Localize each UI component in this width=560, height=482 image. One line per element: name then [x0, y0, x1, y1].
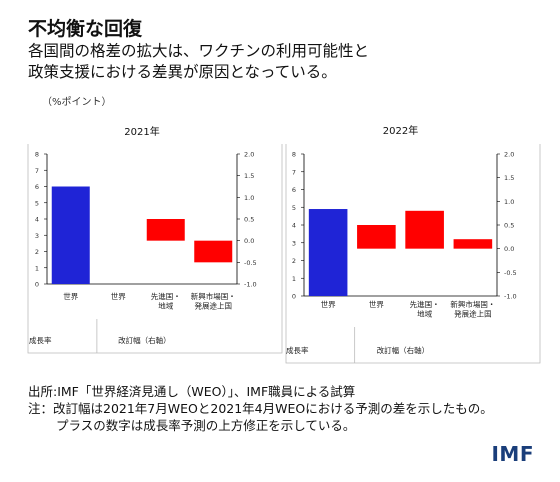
chart-1-category-label: 新興市場国・発展途上国: [191, 291, 236, 311]
note-text: 注：改訂幅は2021年7月WEOと2021年4月WEOにおける予測の差を示したも…: [28, 401, 493, 416]
chart-2-group-label-growth: 成長率: [286, 345, 309, 355]
chart-2-left-tick-label: 3: [292, 239, 296, 247]
unit-label: （%ポイント）: [42, 97, 112, 108]
chart-1-left-tick-label: 8: [35, 151, 39, 159]
chart-1-category-line: 世界: [63, 291, 78, 301]
chart-1-left-tick-label: 5: [35, 199, 39, 207]
chart-1-growth-bar: [51, 186, 90, 284]
chart-1-right-tick-label: 1.5: [244, 172, 254, 180]
chart-2-category-line: 世界: [321, 299, 336, 309]
chart-2-left-tick-label: 8: [292, 151, 296, 159]
chart-2-left-tick-label: 2: [292, 257, 296, 265]
chart-2-category-label: 先進国・地域: [410, 299, 440, 319]
chart-2-left-tick-label: 5: [292, 204, 296, 212]
chart-2-right-tick-label: 2.0: [504, 151, 514, 159]
chart-2-revision-bar: [357, 225, 396, 249]
chart-2-category-label: 新興市場国・発展途上国: [450, 299, 495, 319]
chart-1-category-line: 発展途上国: [195, 301, 233, 311]
chart-2-right-tick-label: 1.5: [504, 174, 514, 182]
chart-2-category-label: 世界: [369, 299, 384, 309]
chart-1-right-tick-label: 1.0: [244, 194, 254, 202]
chart-1-revision-bar: [146, 219, 185, 241]
chart-1-revision-bar: [194, 240, 233, 263]
subtitle-line-2: 政策支援における差異が原因となっている。: [28, 63, 337, 81]
chart-1-right-tick-label: -0.5: [244, 259, 257, 267]
chart-1-category-line: 地域: [158, 301, 173, 311]
chart-2-category-line: 発展途上国: [454, 309, 492, 319]
chart-1-category-label: 世界: [63, 291, 78, 301]
chart-1-group-label-growth: 成長率: [29, 335, 52, 345]
chart-1-group-label-revision: 改訂幅（右軸）: [118, 335, 171, 345]
subtitle-line-1: 各国間の格差の拡大は、ワクチンの利用可能性と: [28, 42, 370, 60]
chart-2-right-tick-label: 1.0: [504, 198, 514, 206]
chart-2-category-line: 世界: [369, 299, 384, 309]
chart-1-category-line: 先進国・: [151, 291, 181, 301]
chart-2-right-tick-label: 0.5: [504, 222, 514, 230]
chart-2-right-tick-label: 0.0: [504, 245, 514, 253]
chart-1-category-label: 先進国・地域: [151, 291, 181, 311]
chart-2-left-tick-label: 6: [292, 186, 296, 194]
charts-area: 2021年012345678 2.01.51.00.50.0-0.5-1.0世界世…: [27, 124, 541, 364]
chart-1-left-tick-label: 0: [35, 281, 39, 289]
chart-2-group-label-revision: 改訂幅（右軸）: [377, 345, 430, 355]
chart-1-frame: [27, 144, 283, 354]
footer-notes: 出所:IMF「世界経済見通し（WEO）」、IMF職員による試算 注：改訂幅は20…: [28, 383, 493, 434]
chart-1-category-line: 新興市場国・: [191, 291, 236, 301]
chart-2-growth-bar: [308, 209, 348, 296]
chart-2-left-tick-label: 7: [292, 168, 296, 176]
chart-1-category-line: 世界: [111, 291, 126, 301]
chart-2-left-tick-label: 1: [292, 275, 296, 283]
chart-1-left-tick-label: 7: [35, 167, 39, 175]
chart-1-left-tick-label: 1: [35, 264, 39, 272]
chart-2-category-line: 新興市場国・: [450, 299, 495, 309]
chart-1-right-tick-label: 0.5: [244, 216, 254, 224]
chart-2-category-line: 地域: [417, 309, 432, 319]
chart-1-category-label: 世界: [111, 291, 126, 301]
source-text: 出所:IMF「世界経済見通し（WEO）」、IMF職員による試算: [28, 384, 356, 399]
page-title: 不均衡な回復: [28, 18, 143, 40]
chart-2-frame: [285, 144, 541, 364]
chart-2-left-tick-label: 4: [292, 222, 296, 230]
chart-1-right-tick-label: 2.0: [244, 151, 254, 159]
chart-2-title: 2022年: [383, 124, 418, 137]
chart-1-title: 2021年: [124, 125, 159, 138]
imf-logo: IMF: [491, 442, 534, 466]
chart-2-left-tick-label: 0: [292, 293, 296, 301]
chart-2-right-tick-label: -0.5: [504, 269, 517, 277]
note-text-2: プラスの数字は成長率予測の上方修正を示している。: [56, 418, 356, 433]
page-subtitle: 各国間の格差の拡大は、ワクチンの利用可能性と 政策支援における差異が原因となって…: [28, 41, 548, 83]
chart-1-left-tick-label: 3: [35, 232, 39, 240]
chart-1-left-tick-label: 2: [35, 248, 39, 256]
chart-1-right-tick-label: 0.0: [244, 237, 254, 245]
chart-1-left-tick-label: 6: [35, 183, 39, 191]
chart-1-left-tick-label: 4: [35, 216, 39, 224]
chart-2-category-line: 先進国・: [410, 299, 440, 309]
chart-2-revision-bar: [405, 210, 444, 249]
chart-2-revision-bar: [453, 239, 493, 249]
chart-2-category-label: 世界: [321, 299, 336, 309]
chart-1-right-tick-label: -1.0: [244, 281, 257, 289]
chart-2-right-tick-label: -1.0: [504, 293, 517, 301]
